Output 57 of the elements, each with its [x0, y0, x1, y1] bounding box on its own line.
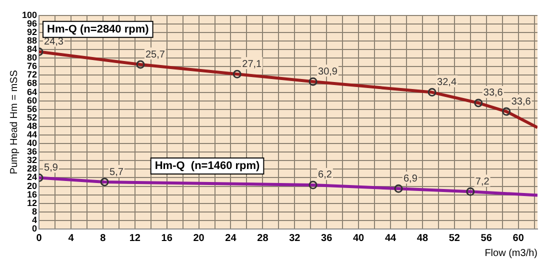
- y-tick-label: 88: [27, 36, 38, 46]
- x-tick-label: 56: [480, 232, 492, 244]
- x-tick-label: 48: [416, 232, 428, 244]
- y-tick-label: 76: [27, 61, 38, 72]
- x-tick-label: 24: [225, 232, 237, 244]
- y-tick-label: 60: [27, 95, 38, 106]
- x-tick-label: 4: [68, 232, 74, 244]
- x-tick-label: 32: [289, 232, 301, 244]
- y-tick-label: 80: [27, 52, 38, 63]
- y-tick-label: 96: [27, 18, 38, 28]
- y-axis-title: Pump Head Hm = mSS: [8, 70, 20, 174]
- x-tick-label: 28: [257, 232, 269, 244]
- annotation: 30,9: [318, 66, 338, 78]
- annotation: 5,9: [44, 162, 58, 174]
- annotation: 33,6: [483, 88, 504, 99]
- y-tick-label: 92: [27, 26, 38, 37]
- y-tick-label: 100: [22, 10, 38, 20]
- annotation: 25,7: [145, 49, 166, 60]
- series-label: Hm-Q (n=1460 rpm): [154, 160, 260, 172]
- x-tick-label: 8: [100, 232, 106, 244]
- y-tick-label: 8: [32, 206, 38, 216]
- x-tick-label: 36: [321, 232, 333, 244]
- annotation: 6,9: [404, 173, 418, 184]
- y-tick-label: 24: [27, 172, 38, 182]
- series-label: Hm-Q (n=2840 rpm): [47, 23, 150, 36]
- x-tick-label: 12: [129, 232, 141, 244]
- y-tick-label: 48: [27, 120, 38, 131]
- annotation: 33,6: [511, 96, 532, 108]
- y-tick-label: 20: [27, 180, 38, 191]
- y-tick-label: 40: [27, 138, 38, 148]
- y-tick-label: 64: [27, 86, 38, 97]
- x-tick-label: 44: [384, 232, 397, 244]
- y-tick-label: 44: [27, 130, 38, 140]
- annotation: 7,2: [475, 176, 490, 188]
- y-tick-label: 52: [27, 112, 38, 122]
- y-tick-label: 28: [27, 164, 38, 174]
- y-tick-label: 0: [32, 223, 38, 234]
- x-tick-label: 16: [161, 232, 173, 244]
- annotation: 5,7: [110, 166, 124, 178]
- annotation: 6,2: [318, 170, 332, 181]
- annotation: 32,4: [437, 77, 457, 88]
- x-axis-title: Flow (m3/h): [484, 248, 538, 259]
- y-tick-label: 12: [27, 198, 38, 208]
- y-tick-label: 36: [27, 146, 38, 157]
- x-tick-label: 40: [352, 232, 365, 244]
- y-tick-label: 4: [32, 214, 38, 225]
- y-tick-label: 68: [27, 78, 38, 88]
- y-tick-label: 56: [27, 104, 38, 114]
- y-tick-label: 84: [27, 44, 38, 54]
- x-tick-label: 52: [448, 232, 460, 244]
- x-tick-label: 60: [512, 232, 524, 244]
- y-tick-label: 16: [27, 189, 38, 200]
- y-tick-label: 32: [27, 155, 38, 166]
- y-tick-label: 72: [27, 70, 38, 80]
- x-tick-label: 20: [193, 232, 205, 244]
- annotation: 24,3: [44, 36, 64, 48]
- annotation: 27,1: [242, 58, 262, 70]
